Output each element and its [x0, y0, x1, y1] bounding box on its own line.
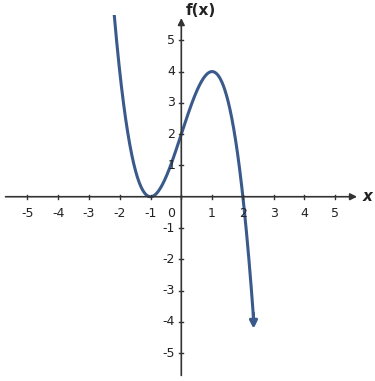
Text: 2: 2 [239, 207, 247, 220]
Text: 5: 5 [331, 207, 339, 220]
Text: -5: -5 [163, 347, 175, 360]
Text: -1: -1 [163, 221, 175, 235]
Text: -2: -2 [114, 207, 126, 220]
Text: 1: 1 [208, 207, 216, 220]
Text: -5: -5 [21, 207, 34, 220]
Text: -3: -3 [163, 284, 175, 297]
Text: 4: 4 [300, 207, 308, 220]
Text: -3: -3 [83, 207, 95, 220]
Text: 0: 0 [167, 207, 175, 220]
Text: 2: 2 [167, 128, 175, 141]
Text: -4: -4 [52, 207, 64, 220]
Text: 3: 3 [167, 96, 175, 109]
Text: -1: -1 [144, 207, 157, 220]
Text: 3: 3 [270, 207, 278, 220]
Text: -4: -4 [163, 315, 175, 328]
Text: 5: 5 [167, 34, 175, 47]
Text: f(x): f(x) [186, 3, 216, 18]
Text: -2: -2 [163, 253, 175, 266]
Text: 1: 1 [167, 159, 175, 172]
Text: 4: 4 [167, 65, 175, 78]
Text: x: x [363, 189, 373, 204]
